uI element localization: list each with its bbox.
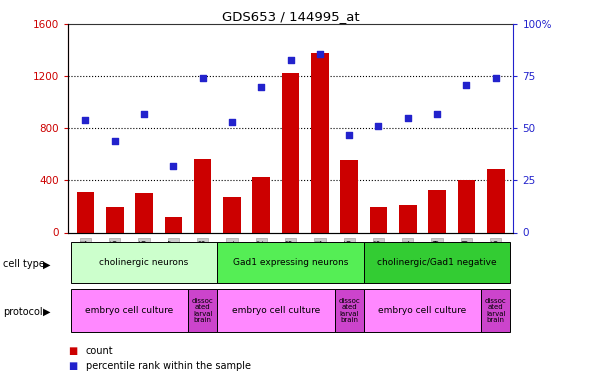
Text: dissoc
ated
larval
brain: dissoc ated larval brain [192, 298, 214, 323]
Bar [194, 159, 211, 232]
Bar [106, 207, 123, 232]
Point [198, 75, 207, 81]
Text: cholinergic neurons: cholinergic neurons [100, 258, 189, 267]
Text: cholinergic/Gad1 negative: cholinergic/Gad1 negative [377, 258, 497, 267]
Bar [399, 205, 417, 232]
Bar [71, 242, 217, 283]
Bar [223, 197, 241, 232]
Text: ▶: ▶ [43, 307, 51, 317]
Bar [311, 53, 329, 232]
Text: dissoc
ated
larval
brain: dissoc ated larval brain [485, 298, 507, 323]
Point [286, 57, 295, 63]
Point [227, 119, 237, 125]
Text: embryo cell culture: embryo cell culture [232, 306, 320, 315]
Text: cell type: cell type [3, 260, 45, 269]
Bar [428, 190, 446, 232]
Text: embryo cell culture: embryo cell culture [86, 306, 173, 315]
Text: ▶: ▶ [43, 260, 51, 269]
Bar [71, 289, 188, 332]
Point [403, 115, 412, 121]
Text: embryo cell culture: embryo cell culture [378, 306, 467, 315]
Point [462, 82, 471, 88]
Bar [335, 289, 364, 332]
Bar [340, 160, 358, 232]
Point [315, 51, 324, 57]
Bar [364, 242, 510, 283]
Point [169, 163, 178, 169]
Text: dissoc
ated
larval
brain: dissoc ated larval brain [338, 298, 360, 323]
Point [374, 123, 384, 129]
Bar [135, 194, 153, 232]
Bar [458, 180, 475, 232]
Bar [487, 169, 504, 232]
Bar [188, 289, 217, 332]
Bar [370, 207, 387, 232]
Text: ■: ■ [68, 361, 77, 370]
Bar [481, 289, 510, 332]
Point [110, 138, 119, 144]
Text: count: count [86, 346, 113, 355]
Bar [364, 289, 481, 332]
Bar [217, 242, 364, 283]
Point [257, 84, 266, 90]
Bar [253, 177, 270, 232]
Text: Gad1 expressing neurons: Gad1 expressing neurons [233, 258, 348, 267]
Point [491, 75, 500, 81]
Title: GDS653 / 144995_at: GDS653 / 144995_at [222, 10, 359, 23]
Point [432, 111, 442, 117]
Bar [217, 289, 335, 332]
Point [345, 132, 354, 138]
Bar [77, 192, 94, 232]
Text: ■: ■ [68, 346, 77, 355]
Point [139, 111, 149, 117]
Bar [165, 217, 182, 232]
Bar [282, 72, 299, 232]
Point [81, 117, 90, 123]
Text: protocol: protocol [3, 307, 42, 317]
Text: percentile rank within the sample: percentile rank within the sample [86, 361, 251, 370]
